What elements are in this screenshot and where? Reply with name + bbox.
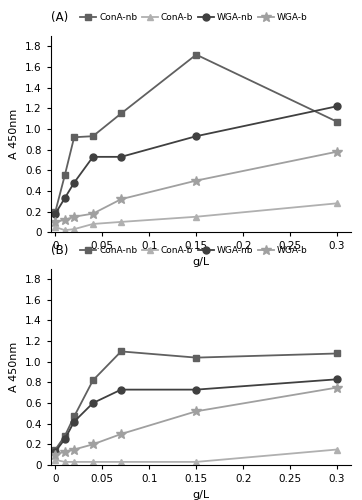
WGA-b [91, 442, 95, 448]
WGA-b [63, 448, 67, 454]
WGA-b [53, 219, 58, 225]
ConA-b [335, 446, 339, 452]
WGA-nb [335, 376, 339, 382]
ConA-nb [53, 446, 58, 452]
WGA-nb [119, 386, 123, 392]
WGA-b [335, 384, 339, 390]
ConA-b [91, 459, 95, 465]
ConA-b [194, 214, 198, 220]
Line: WGA-nb: WGA-nb [52, 376, 341, 455]
ConA-nb [63, 172, 67, 178]
Line: ConA-b: ConA-b [52, 446, 341, 466]
Legend: ConA-nb, ConA-b, WGA-nb, WGA-b: ConA-nb, ConA-b, WGA-nb, WGA-b [79, 12, 308, 23]
ConA-nb [335, 350, 339, 356]
WGA-b [119, 196, 123, 202]
Y-axis label: A 450nm: A 450nm [9, 342, 20, 392]
WGA-b [63, 217, 67, 223]
ConA-nb [91, 133, 95, 139]
ConA-nb [72, 134, 76, 140]
WGA-b [194, 408, 198, 414]
WGA-nb [194, 133, 198, 139]
WGA-nb [335, 104, 339, 110]
ConA-b [53, 457, 58, 463]
Line: WGA-b: WGA-b [51, 147, 342, 227]
WGA-nb [91, 154, 95, 160]
X-axis label: g/L: g/L [192, 257, 210, 267]
WGA-nb [63, 436, 67, 442]
ConA-nb [53, 208, 58, 214]
ConA-nb [119, 348, 123, 354]
Y-axis label: A 450nm: A 450nm [9, 109, 20, 160]
ConA-nb [72, 414, 76, 420]
ConA-b [72, 459, 76, 465]
ConA-b [335, 200, 339, 206]
ConA-b [63, 227, 67, 233]
Line: WGA-b: WGA-b [51, 382, 342, 460]
WGA-nb [119, 154, 123, 160]
Text: (B): (B) [51, 244, 68, 257]
WGA-b [119, 431, 123, 437]
ConA-nb [91, 378, 95, 384]
WGA-nb [91, 400, 95, 406]
ConA-nb [335, 118, 339, 124]
WGA-nb [53, 210, 58, 216]
WGA-b [72, 214, 76, 220]
Line: WGA-nb: WGA-nb [52, 103, 341, 217]
ConA-nb [119, 110, 123, 116]
WGA-b [72, 446, 76, 452]
X-axis label: g/L: g/L [192, 490, 210, 500]
ConA-b [72, 226, 76, 232]
ConA-b [91, 221, 95, 227]
WGA-nb [63, 195, 67, 201]
Line: ConA-nb: ConA-nb [52, 51, 341, 215]
WGA-nb [72, 180, 76, 186]
WGA-b [194, 178, 198, 184]
ConA-b [119, 219, 123, 225]
Legend: ConA-nb, ConA-b, WGA-nb, WGA-b: ConA-nb, ConA-b, WGA-nb, WGA-b [79, 245, 308, 256]
Line: ConA-b: ConA-b [52, 200, 341, 234]
ConA-b [53, 224, 58, 230]
ConA-b [194, 459, 198, 465]
ConA-nb [63, 433, 67, 439]
WGA-b [335, 148, 339, 154]
ConA-b [119, 459, 123, 465]
Line: ConA-nb: ConA-nb [52, 348, 341, 453]
WGA-nb [194, 386, 198, 392]
WGA-nb [53, 448, 58, 454]
WGA-b [53, 452, 58, 458]
WGA-nb [72, 418, 76, 424]
ConA-b [63, 459, 67, 465]
WGA-b [91, 210, 95, 216]
ConA-nb [194, 354, 198, 360]
ConA-nb [194, 52, 198, 58]
Text: (A): (A) [51, 12, 68, 24]
